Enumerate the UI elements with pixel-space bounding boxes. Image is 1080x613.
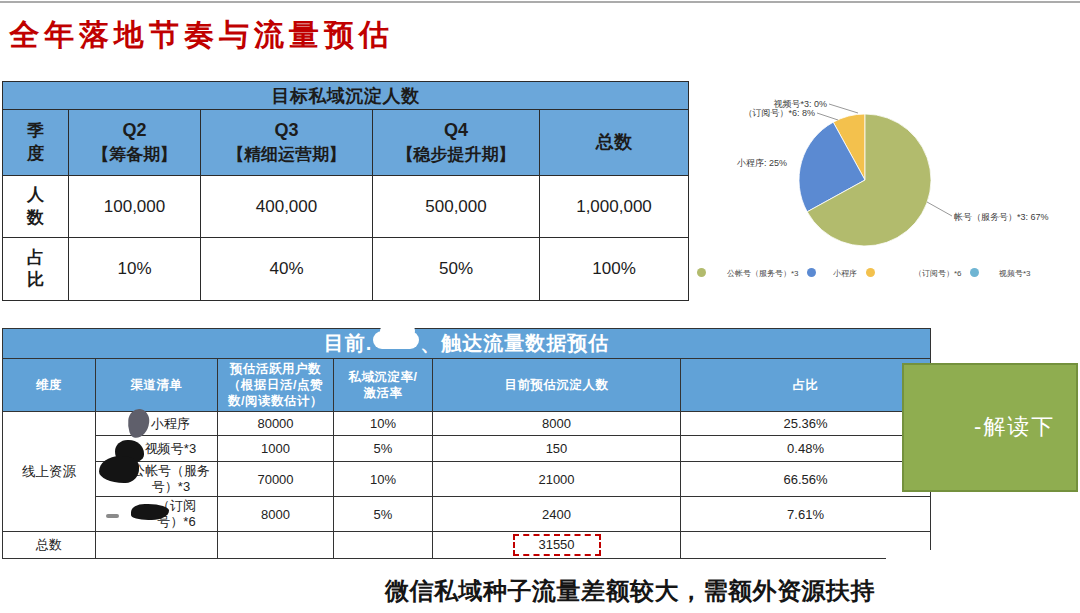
leader-line-1 [817, 113, 838, 120]
share-q4: 50% [373, 238, 540, 301]
whiteout-patch [886, 550, 932, 563]
share-video: 0.48% [681, 436, 931, 462]
annotation-box-label: -解读下 [974, 412, 1055, 442]
traffic-title-suffix: 、触达流量数据预估 [420, 330, 609, 357]
total-empty-2 [218, 532, 334, 559]
col-channel: 渠道清单 [96, 359, 218, 412]
rate-service: 10% [334, 462, 433, 497]
legend-dot [866, 268, 875, 277]
channel-miniprogram: 小程序 [96, 412, 218, 436]
rate-subscription: 5% [334, 497, 433, 532]
share-service: 66.56% [681, 462, 931, 497]
legend-label: 公帐号（服务号）*3 [727, 268, 799, 279]
traffic-title-prefix: 目前. [324, 330, 373, 357]
target-table-col-q2: Q2【筹备期】 [69, 110, 201, 176]
target-table-corner: 季度 [3, 110, 69, 176]
rate-video: 5% [334, 436, 433, 462]
leader-line-0 [829, 104, 858, 113]
people-q2: 100,000 [69, 176, 201, 238]
share-miniprogram: 25.36% [681, 412, 931, 436]
col-share: 占比 [681, 359, 931, 412]
target-table-col-q3: Q3【精细运营期】 [201, 110, 373, 176]
total-settled: 31550 [433, 532, 681, 559]
pie-label-service: 帐号（服务号）*3: 67% [954, 211, 1049, 224]
redaction-dash [106, 514, 119, 518]
total-empty-1 [96, 532, 218, 559]
dimension-online: 线上资源 [3, 412, 96, 532]
legend-label: （订阅号）*6 [914, 268, 962, 279]
footer-note: 微信私域种子流量差额较大，需额外资源扶持 [330, 575, 930, 607]
rate-miniprogram: 10% [334, 412, 433, 436]
slide-top-border [0, 1, 1080, 3]
slide: { "page": { "title": "全年落地节奏与流量预估", "foo… [0, 0, 1080, 613]
legend-dot [970, 268, 979, 277]
target-table-col-total: 总数 [540, 110, 689, 176]
share-total: 100% [540, 238, 689, 301]
target-table-col-q4: Q4【稳步提升期】 [373, 110, 540, 176]
traffic-table: 目前. 、触达流量数据预估 维度 渠道清单 预估活跃用户数（根据日活/点赞数/阅… [2, 328, 931, 559]
legend-dot [697, 268, 706, 277]
people-total: 1,000,000 [540, 176, 689, 238]
share-subscription: 7.61% [681, 497, 931, 532]
legend-label: 视频号*3 [999, 268, 1031, 279]
settled-subscription: 2400 [433, 497, 681, 532]
people-q4: 500,000 [373, 176, 540, 238]
active-miniprogram: 80000 [218, 412, 334, 436]
active-service: 70000 [218, 462, 334, 497]
traffic-table-title: 目前. 、触达流量数据预估 [3, 329, 931, 359]
page-title: 全年落地节奏与流量预估 [9, 18, 394, 52]
settled-miniprogram: 8000 [433, 412, 681, 436]
col-settled: 目前预估沉淀人数 [433, 359, 681, 412]
col-active-users: 预估活跃用户数（根据日活/点赞数/阅读数估计） [218, 359, 334, 412]
target-table: 目标私域沉淀人数 季度 Q2【筹备期】 Q3【精细运营期】 Q4【稳步提升期】 … [2, 81, 689, 301]
row-label-share: 占比 [3, 238, 69, 301]
total-empty-3 [334, 532, 433, 559]
share-q3: 40% [201, 238, 373, 301]
active-video: 1000 [218, 436, 334, 462]
settled-video: 150 [433, 436, 681, 462]
settled-service: 21000 [433, 462, 681, 497]
share-q2: 10% [69, 238, 201, 301]
people-q3: 400,000 [201, 176, 373, 238]
target-table-title: 目标私域沉淀人数 [3, 82, 689, 110]
annotation-box: -解读下 [902, 363, 1078, 492]
leader-line-3 [927, 202, 952, 216]
redaction-blob-service [99, 456, 139, 483]
col-rate: 私域沉淀率/激活率 [334, 359, 433, 412]
pie-label-subscription: （订阅号）*6: 8% [743, 107, 815, 120]
row-label-people: 人数 [3, 176, 69, 238]
total-label: 总数 [3, 532, 96, 559]
col-dimension: 维度 [3, 359, 96, 412]
cloud-redaction [373, 331, 419, 349]
total-value-highlight: 31550 [513, 534, 601, 556]
pie-label-miniprogram: 小程序: 25% [737, 157, 787, 170]
legend-dot [807, 268, 816, 277]
legend-label: 小程序 [833, 268, 857, 279]
active-subscription: 8000 [218, 497, 334, 532]
